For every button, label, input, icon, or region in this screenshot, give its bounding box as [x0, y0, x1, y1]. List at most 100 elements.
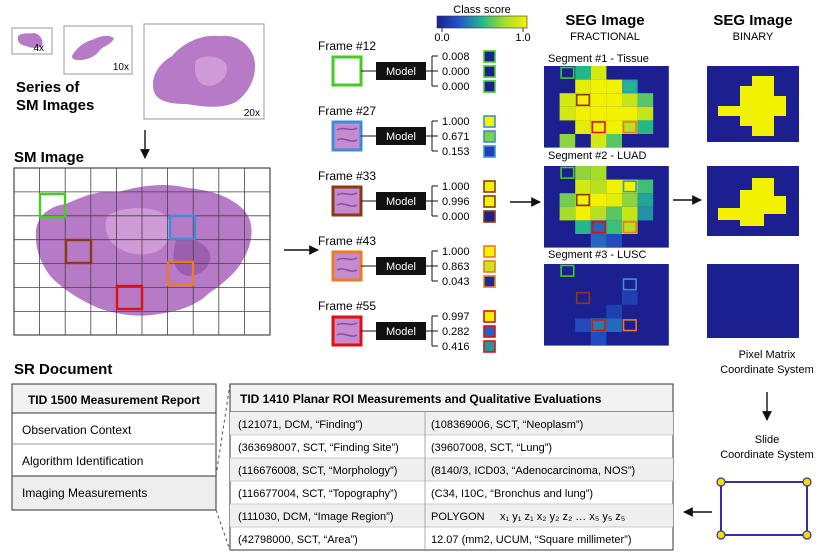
seg-fractional-subtitle: FRACTIONAL: [570, 31, 640, 43]
tile-grid: [14, 168, 270, 335]
score-swatch: [483, 195, 496, 208]
thumbnail-10x: 10x: [63, 25, 133, 75]
score-swatch: [483, 145, 496, 158]
model-label: Model: [386, 196, 416, 208]
class-score-max: 1.0: [515, 32, 530, 44]
seg-binary-tissue: [707, 66, 799, 142]
tid1410-value: (108369006, SCT, “Neoplasm”): [431, 419, 583, 431]
frame-thumbnail: [331, 315, 363, 347]
model-box: Model: [376, 257, 426, 275]
score-value: 1.000: [442, 116, 470, 128]
score-value: 1.000: [442, 181, 470, 193]
class-score-min: 0.0: [434, 32, 449, 44]
connector-top: [215, 383, 231, 477]
tid1410-concept: (42798000, SCT, “Area”): [238, 534, 358, 546]
score-value: 0.671: [442, 131, 470, 143]
score-value: 0.282: [442, 326, 470, 338]
score-value: 0.000: [442, 66, 470, 78]
frame-thumbnail: [331, 185, 363, 217]
score-swatch: [483, 130, 496, 143]
model-box: Model: [376, 62, 426, 80]
mag-10x-label: 10x: [113, 62, 129, 73]
frame-thumbnail: [331, 250, 363, 282]
score-value: 1.000: [442, 246, 470, 258]
segment-2-label: Segment #2 - LUAD: [548, 150, 646, 162]
tid1410-concept: (116677004, SCT, “Topography”): [238, 488, 397, 500]
tid1410-concept: (111030, DCM, “Image Region”): [238, 511, 394, 523]
seg-binary-luad: [707, 166, 799, 236]
series-thumbnails: 4x 10x 20x: [11, 23, 265, 120]
seg-fractional-title: SEG Image: [565, 12, 644, 29]
tile-frame-43: [166, 260, 195, 287]
score-value: 0.000: [442, 81, 470, 93]
tile-frame-12: [38, 192, 67, 219]
frame-row-1: Frame #12 Model 0.008 0.000 0.000: [318, 39, 496, 93]
tid1410-concept: (116676008, SCT, “Morphology”): [238, 465, 397, 477]
seg-fractional-lusc: [544, 264, 669, 346]
class-score-title: Class score: [453, 4, 510, 16]
seg-fractional-luad: [544, 166, 669, 248]
frame-label: Frame #27: [318, 104, 376, 118]
segment-3-label: Segment #3 - LUSC: [548, 249, 646, 261]
frame-label: Frame #55: [318, 299, 376, 313]
tid1410-value: POLYGON: [431, 511, 485, 523]
tid1410-concept: (363698007, SCT, “Finding Site”): [238, 442, 399, 454]
model-box: Model: [376, 127, 426, 145]
score-swatch: [483, 50, 496, 63]
score-value: 0.416: [442, 341, 470, 353]
frame-label: Frame #12: [318, 39, 376, 53]
score-value: 0.997: [442, 311, 470, 323]
tid1410-concept: (121071, DCM, “Finding”): [238, 419, 363, 431]
model-label: Model: [386, 66, 416, 78]
score-value: 0.043: [442, 276, 470, 288]
score-swatch: [483, 340, 496, 353]
seg-binary-subtitle: BINARY: [733, 31, 774, 43]
score-swatch: [483, 65, 496, 78]
model-box: Model: [376, 192, 426, 210]
frame-thumbnail: [331, 120, 363, 152]
score-swatch: [483, 80, 496, 93]
score-swatch: [483, 275, 496, 288]
frame-row-4: Frame #43 Model 1.000 0.863 0.043: [318, 234, 496, 288]
frame-row-2: Frame #27 Model 1.000 0.671 0.153: [318, 104, 496, 158]
sr-document-title: SR Document: [14, 361, 112, 378]
segment-1-label: Segment #1 - Tissue: [548, 53, 649, 65]
frames-classification: Frame #12 Model 0.008 0.000 0.000 Frame #27 Mo…: [318, 39, 496, 353]
seg-fractional-tissue: [544, 66, 669, 148]
tid1410-value: 12.07 (mm2, UCUM, “Square millimeter”): [431, 534, 631, 546]
class-score-colorbar: [436, 15, 528, 29]
model-label: Model: [386, 131, 416, 143]
thumbnail-20x: 20x: [143, 23, 265, 120]
score-swatch: [483, 245, 496, 258]
score-swatch: [483, 180, 496, 193]
seg-binary-title: SEG Image: [713, 12, 792, 29]
model-label: Model: [386, 261, 416, 273]
sm-image-panel: [13, 167, 271, 336]
score-swatch: [483, 115, 496, 128]
model-box: Model: [376, 322, 426, 340]
slide-coord-line2: Coordinate System: [720, 449, 814, 461]
tid1410-table: TID 1410 Planar ROI Measurements and Qua…: [229, 383, 674, 551]
series-title-line1: Series of: [16, 79, 80, 96]
tid1500-header: TID 1500 Measurement Report: [28, 393, 200, 407]
score-swatch: [483, 210, 496, 223]
polygon-roi-icon: [716, 477, 812, 540]
frame-row-3: Frame #33 Model 1.000 0.996 0.000: [318, 169, 496, 223]
tile-frame-33: [64, 238, 93, 265]
frame-label: Frame #43: [318, 234, 376, 248]
mag-20x-label: 20x: [244, 108, 260, 119]
tid1410-header: TID 1410 Planar ROI Measurements and Qua…: [240, 392, 602, 406]
seg-binary-lusc: [707, 264, 799, 338]
score-value: 0.863: [442, 261, 470, 273]
frame-thumbnail: [331, 55, 363, 87]
frame-label: Frame #33: [318, 169, 376, 183]
score-value: 0.153: [442, 146, 470, 158]
mag-4x-label: 4x: [33, 43, 44, 54]
frame-row-5: Frame #55 Model 0.997 0.282 0.416: [318, 299, 496, 353]
pixel-coord-line1: Pixel Matrix: [739, 349, 796, 361]
slide-coord-line1: Slide: [755, 434, 779, 446]
connector-bottom: [215, 509, 231, 551]
tid1500-box: TID 1500 Measurement Report Observation …: [11, 383, 217, 511]
score-value: 0.000: [442, 211, 470, 223]
